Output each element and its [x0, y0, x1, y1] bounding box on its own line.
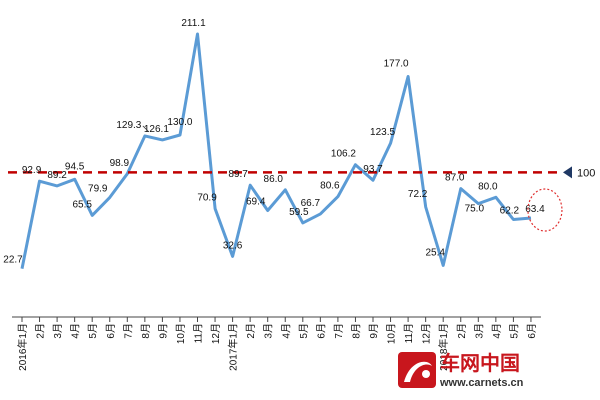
x-tick-label: 10月 — [175, 323, 187, 344]
x-axis: 2016年1月 2月 3月 4月 5月 6月 7月 8月 9月 10月 11月 12月 2017年1月 2… — [12, 316, 541, 371]
data-label: 130.0 — [167, 117, 192, 128]
x-tick-label: 7月 — [122, 323, 134, 339]
x-tick-label: 2017年1月 — [227, 323, 240, 371]
watermark-logo-icon — [398, 352, 436, 388]
x-tick-label: 12月 — [210, 323, 222, 344]
data-label: 59.5 — [289, 207, 309, 218]
x-tick-label: 2月 — [245, 323, 257, 339]
reference-label: 100 — [577, 167, 595, 179]
x-tick-label: 7月 — [333, 323, 345, 339]
data-label: 22.7 — [3, 255, 23, 266]
x-tick-label: 12月 — [421, 323, 433, 344]
data-label: 86.0 — [264, 174, 284, 185]
x-tick-label: 8月 — [140, 323, 152, 339]
x-tick-label: 11月 — [193, 323, 205, 343]
data-label: 25.4 — [425, 247, 445, 258]
x-tick-label: 6月 — [315, 323, 327, 339]
x-tick-label: 2016年1月 — [16, 323, 29, 371]
data-label: 87.0 — [445, 173, 465, 184]
x-tick-label: 2月 — [456, 323, 468, 339]
data-label: 94.5 — [65, 161, 85, 172]
data-label-layer: 22.7 92.9 89.294.5 65.5 79.9 98.9 129.3 126.113… — [3, 18, 563, 266]
x-tick-label: 5月 — [298, 323, 310, 339]
data-label: 32.6 — [223, 240, 243, 251]
x-tick-label: 11月 — [403, 323, 415, 343]
x-tick-label: 9月 — [157, 323, 169, 339]
data-label: 72.2 — [408, 189, 428, 200]
x-tick-label: 3月 — [52, 323, 64, 339]
highlight-circle — [527, 188, 563, 232]
data-label: 70.9 — [197, 193, 217, 204]
data-label: 66.7 — [301, 198, 321, 209]
data-label: 65.5 — [72, 199, 92, 210]
x-tick-label: 3月 — [263, 323, 275, 339]
data-label: 123.5 — [370, 127, 395, 138]
data-label: 63.4 — [525, 204, 545, 215]
data-label: 211.1 — [181, 18, 206, 29]
x-tick-label: 4月 — [280, 323, 292, 339]
data-label: 89.2 — [47, 170, 67, 181]
reference-layer: 100 — [8, 166, 595, 179]
x-tick-label: 4月 — [491, 323, 503, 339]
data-label: 98.9 — [110, 158, 130, 169]
x-tick-label: 9月 — [368, 323, 380, 339]
data-label: 80.6 — [320, 181, 340, 192]
x-tick-label: 2018年1月 — [437, 323, 450, 371]
watermark-brand: 车网中国 — [440, 351, 520, 375]
watermark: 车网中国 www.carnets.cn — [398, 351, 524, 389]
data-label: 75.0 — [465, 204, 485, 215]
data-label: 106.2 — [331, 149, 356, 160]
data-label: 129.3 — [116, 120, 141, 131]
data-label: 69.4 — [246, 197, 266, 208]
label-leader-line — [142, 125, 150, 133]
x-tick-label: 3月 — [473, 323, 485, 339]
x-tick-label: 6月 — [105, 323, 117, 339]
data-label: 62.2 — [500, 205, 520, 216]
x-tick-label: 5月 — [508, 323, 520, 339]
watermark-url: www.carnets.cn — [439, 377, 524, 389]
data-label: 92.9 — [22, 165, 42, 176]
x-tick-label: 6月 — [526, 323, 538, 339]
series-line — [20, 32, 532, 269]
reference-marker-icon — [563, 166, 572, 179]
data-label: 177.0 — [384, 58, 409, 69]
x-tick-label: 5月 — [87, 323, 99, 339]
x-tick-label: 4月 — [70, 323, 82, 339]
data-label: 89.7 — [228, 169, 248, 180]
x-tick-label: 8月 — [350, 323, 362, 339]
data-label: 79.9 — [88, 183, 108, 194]
data-label: 93.7 — [363, 164, 383, 175]
x-tick-label: 10月 — [386, 323, 398, 344]
series-layer — [20, 32, 532, 269]
x-tick-label: 2月 — [35, 323, 47, 339]
data-label: 80.0 — [478, 181, 498, 192]
data-label: 126.1 — [144, 124, 169, 135]
